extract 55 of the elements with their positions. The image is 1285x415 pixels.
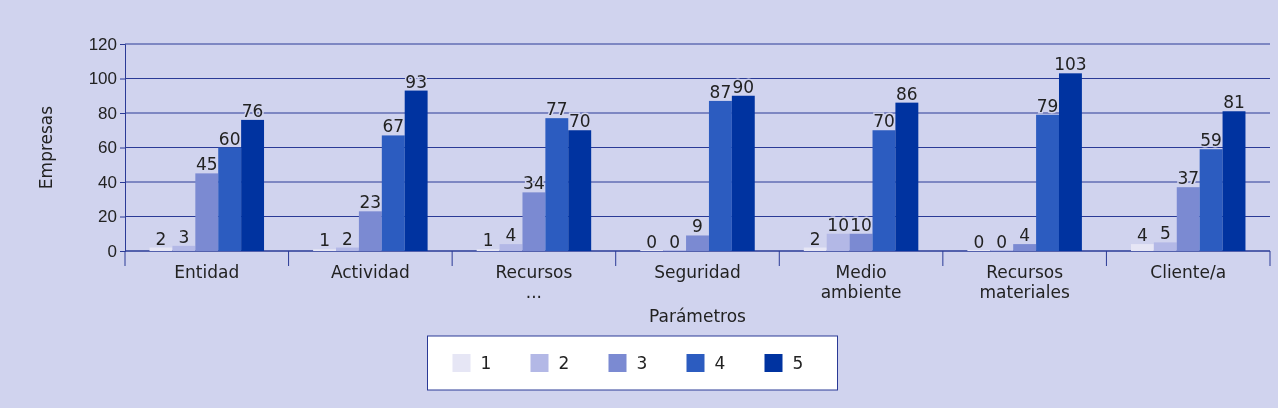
data-label: 1 [319,230,330,251]
data-label: 0 [996,232,1008,252]
data-label: 9 [692,216,703,237]
data-label: 81 [1223,92,1245,113]
data-label: 103 [1054,54,1087,75]
x-tick-label: Entidad [174,262,240,282]
data-label: 2 [809,228,821,249]
y-tick-label: 100 [88,69,117,89]
data-label: 2 [342,228,353,249]
x-axis-title: Parámetros [649,306,747,326]
y-tick-label: 60 [98,138,117,158]
y-axis-title: Empresas [36,105,56,190]
data-label: 60 [218,128,241,149]
legend-label: 3 [636,353,648,373]
data-label: 1 [482,230,494,251]
data-label: 77 [546,99,568,120]
data-label: 4 [505,225,517,246]
x-tick-label: Medio ambiente [820,262,902,302]
data-label: 3 [178,226,190,247]
data-label: 10 [850,214,872,235]
x-tick-label: Recursos ... [495,262,573,302]
y-tick-label: 0 [107,241,117,261]
legend-label: 4 [714,353,726,373]
legend-label: 1 [480,353,492,373]
y-tick-label: 80 [98,103,117,123]
data-label: 23 [359,192,382,213]
y-tick-label: 120 [88,34,117,54]
data-label: 0 [973,232,985,252]
data-label: 70 [568,111,591,132]
data-label: 70 [873,111,895,132]
data-label: 0 [646,232,658,252]
x-tick-label: Seguridad [654,262,741,282]
data-label: 37 [1177,168,1200,189]
data-label: 2 [155,228,167,249]
legend-label: 5 [792,353,804,373]
data-label: 5 [1159,223,1171,244]
data-label: 79 [1036,95,1059,116]
data-label: 34 [523,173,545,194]
y-tick-label: 20 [98,207,117,227]
data-label: 59 [1200,130,1222,151]
data-label: 76 [241,100,264,121]
x-tick-label: Recursos materiales [979,262,1070,302]
data-label: 10 [827,214,849,235]
legend-label: 2 [558,353,570,373]
data-label: 87 [709,81,732,102]
data-label: 0 [669,232,681,252]
data-label: 90 [732,76,755,97]
data-label: 86 [896,83,918,104]
y-tick-label: 40 [98,172,117,192]
data-label: 45 [195,154,218,175]
x-tick-label: Actividad [330,262,410,282]
x-tick-label: Cliente/a [1150,262,1227,282]
data-label: 4 [1019,225,1031,246]
data-label: 4 [1137,225,1148,246]
data-label: 67 [382,116,405,137]
